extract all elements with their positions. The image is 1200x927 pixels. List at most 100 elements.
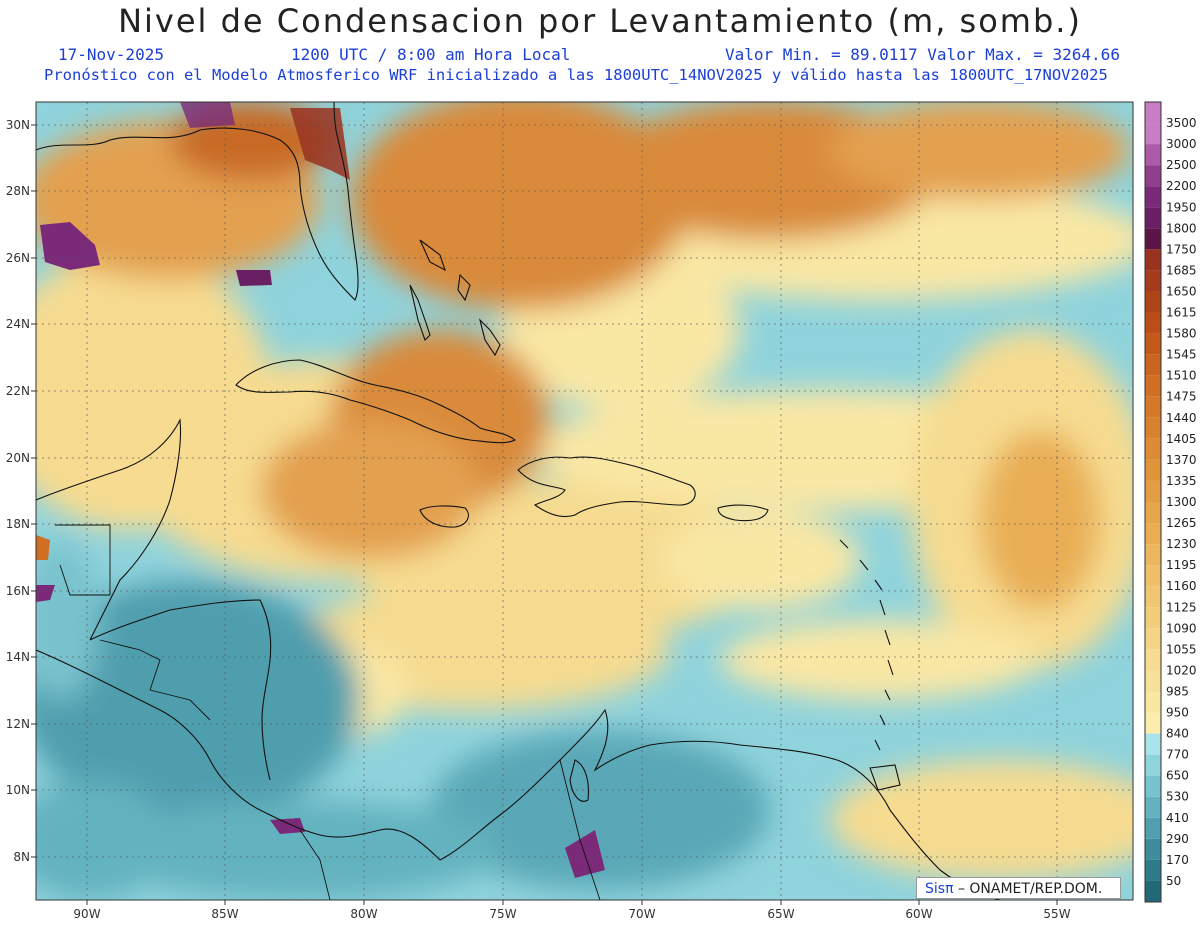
colorbar-label: 2200: [1166, 179, 1197, 193]
coast-lesser-antilles: [839, 539, 894, 751]
coast-florida: [36, 102, 359, 301]
colorbar-swatch: [1145, 144, 1161, 166]
country-borders: [55, 524, 601, 900]
colorbar: 3500 3000 2500 2200 1950 1800 1750 1685 1650 1615…: [1144, 101, 1197, 903]
lat-label: 14N: [6, 650, 30, 664]
lat-label: 24N: [6, 317, 30, 331]
colorbar-label: 1615: [1166, 306, 1197, 320]
colorbar-label: 170: [1166, 853, 1189, 867]
colorbar-label: 1300: [1166, 495, 1197, 509]
colorbar-swatch: [1145, 480, 1161, 502]
lon-label: 65W: [767, 907, 794, 921]
colorbar-label: 3000: [1166, 137, 1197, 151]
condensation-level-field: [36, 102, 1133, 900]
forecast-time: 1200 UTC / 8:00 am Hora Local: [291, 45, 571, 64]
colorbar-label: 1370: [1166, 453, 1197, 467]
colorbar-label: 1090: [1166, 621, 1197, 635]
colorbar-label: 1335: [1166, 474, 1197, 488]
colorbar-label: 1750: [1166, 242, 1197, 256]
colorbar-swatch: [1145, 207, 1161, 229]
colorbar-swatch: [1145, 880, 1161, 902]
colorbar-label: 1475: [1166, 390, 1197, 404]
latitude-labels: 30N 28N 26N 24N 22N 20N 18N 16N 14N 12N …: [6, 118, 30, 864]
coast-hispaniola: [517, 456, 696, 518]
colorbar-label: 1510: [1166, 369, 1197, 383]
lat-label: 8N: [13, 850, 30, 864]
colorbar-swatch: [1145, 628, 1161, 650]
colorbar-swatch: [1145, 291, 1161, 313]
colorbar-swatch: [1145, 375, 1161, 397]
colorbar-label: 1265: [1166, 516, 1197, 530]
lat-label: 16N: [6, 584, 30, 598]
coast-bahamas-4: [419, 239, 446, 272]
colorbar-swatch: [1145, 249, 1161, 271]
lat-lon-grid: [36, 102, 1133, 900]
lat-label: 30N: [6, 118, 30, 132]
colorbar-label: 770: [1166, 748, 1189, 762]
colorbar-label: 650: [1166, 769, 1189, 783]
colorbar-label: 1800: [1166, 221, 1197, 235]
colorbar-label: 1580: [1166, 327, 1197, 341]
coast-bahamas-2: [457, 273, 471, 302]
min-max-values: Valor Min. = 89.0117 Valor Max. = 3264.6…: [725, 45, 1120, 64]
colorbar-swatch: [1145, 228, 1161, 250]
lon-label: 80W: [350, 907, 377, 921]
colorbar-frame: [1144, 101, 1162, 903]
colorbar-label: 950: [1166, 706, 1189, 720]
lon-label: 60W: [905, 907, 932, 921]
map-title: Nivel de Condensacion por Levantamiento …: [118, 2, 1082, 40]
colorbar-label: 1125: [1166, 600, 1197, 614]
colorbar-swatch: [1145, 565, 1161, 587]
colorbar-swatch: [1145, 838, 1161, 860]
colorbar-swatch: [1145, 502, 1161, 524]
watermark-org: – ONAMET/REP.DOM.: [957, 881, 1103, 897]
lat-label: 20N: [6, 451, 30, 465]
colorbar-label: 1650: [1166, 284, 1197, 298]
watermark-brand: Sisπ: [925, 881, 954, 897]
lat-label: 12N: [6, 717, 30, 731]
colorbar-swatch: [1145, 712, 1161, 734]
colorbar-swatch: [1145, 544, 1161, 566]
colorbar-swatch: [1145, 438, 1161, 460]
coastlines: [36, 102, 1001, 900]
colorbar-label: 2500: [1166, 158, 1197, 172]
lon-label: 55W: [1043, 907, 1070, 921]
colorbar-label: 1020: [1166, 663, 1197, 677]
lat-label: 26N: [6, 251, 30, 265]
colorbar-label: 840: [1166, 727, 1189, 741]
colorbar-swatch: [1145, 586, 1161, 608]
colorbar-label: 1440: [1166, 411, 1197, 425]
colorbar-label: 3500: [1166, 116, 1197, 130]
colorbar-swatch: [1145, 354, 1161, 376]
lat-label: 18N: [6, 517, 30, 531]
coast-puerto-rico: [717, 504, 769, 522]
colorbar-swatch: [1145, 123, 1161, 145]
colorbar-label: 1545: [1166, 348, 1197, 362]
colorbar-label: 1405: [1166, 432, 1197, 446]
axis-ticks: [31, 124, 1058, 905]
colorbar-swatch: [1145, 733, 1161, 755]
colorbar-label: 1230: [1166, 537, 1197, 551]
lat-label: 22N: [6, 384, 30, 398]
colorbar-swatch: [1145, 333, 1161, 355]
lon-label: 75W: [489, 907, 516, 921]
colorbar-label: 1160: [1166, 579, 1197, 593]
lat-label: 10N: [6, 783, 30, 797]
lon-label: 85W: [211, 907, 238, 921]
colorbar-label: 290: [1166, 832, 1189, 846]
colorbar-label: 1685: [1166, 263, 1197, 277]
colorbar-swatch: [1145, 607, 1161, 629]
colorbar-swatch: [1145, 859, 1161, 881]
colorbar-swatch: [1145, 165, 1161, 187]
coast-cuba: [235, 359, 517, 444]
colorbar-label: 1195: [1166, 558, 1197, 572]
coast-yucatan: [36, 418, 182, 641]
colorbar-swatch: [1145, 796, 1161, 818]
colorbar-label: 1950: [1166, 200, 1197, 214]
colorbar-swatch: [1145, 649, 1161, 671]
colorbar-swatch: [1145, 270, 1161, 292]
colorbar-swatch: [1145, 670, 1161, 692]
colorbar-label: 985: [1166, 684, 1189, 698]
lon-label: 90W: [73, 907, 100, 921]
